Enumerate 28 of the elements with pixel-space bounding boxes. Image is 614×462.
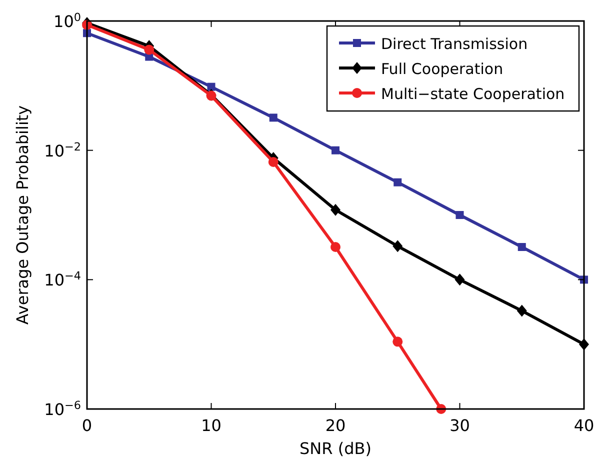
point — [454, 274, 465, 286]
legend-label: Direct Transmission — [381, 35, 528, 53]
point — [394, 178, 402, 186]
x-tick-label: 20 — [325, 416, 346, 435]
x-tick-label: 40 — [574, 416, 594, 435]
x-axis-title: SNR (dB) — [300, 439, 372, 458]
legend-label: Full Cooperation — [381, 60, 504, 78]
x-tick-label: 10 — [201, 416, 222, 435]
point — [518, 243, 526, 251]
point — [516, 304, 527, 317]
point — [456, 211, 464, 219]
point — [330, 204, 340, 216]
y-tick-label: 10$^{−4}$ — [44, 269, 81, 290]
point — [392, 336, 403, 347]
y-axis-title: Average Outage Probability — [13, 105, 32, 325]
y-tick-label: 10$^{0}$ — [54, 10, 81, 31]
point — [144, 44, 154, 55]
y-tick-label: 10$^{−2}$ — [44, 140, 81, 160]
x-tick-label: 0 — [82, 416, 92, 435]
point — [330, 242, 340, 252]
point — [207, 82, 216, 91]
point — [268, 157, 278, 168]
point — [269, 114, 278, 122]
x-tick-label: 30 — [450, 416, 470, 435]
y-tick-label: 10$^{−6}$ — [44, 398, 81, 419]
point — [332, 146, 340, 154]
point — [392, 240, 403, 252]
legend-label: Multi−state Cooperation — [381, 85, 565, 103]
